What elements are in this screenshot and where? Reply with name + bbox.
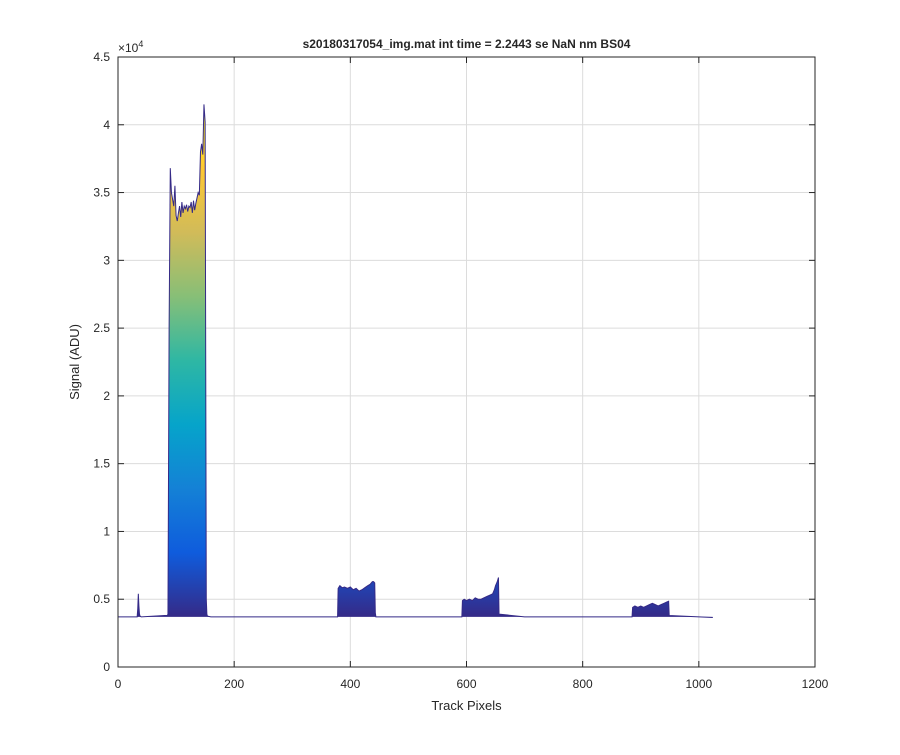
data-layer: [118, 104, 713, 619]
x-tick-label: 800: [573, 677, 593, 691]
y-tick-label: 3: [103, 253, 110, 267]
y-tick-label: 2.5: [93, 321, 110, 335]
signal-area: [118, 104, 713, 618]
x-tick-label: 1000: [685, 677, 712, 691]
grid-lines: [118, 57, 815, 667]
y-exponent-label: ×104: [118, 39, 143, 55]
x-tick-label: 200: [224, 677, 244, 691]
y-tick-label: 1.5: [93, 457, 110, 471]
y-axis-label: Signal (ADU): [67, 324, 82, 400]
signal-line: [118, 104, 713, 619]
x-tick-label: 0: [115, 677, 122, 691]
y-tick-label: 1: [103, 524, 110, 538]
y-tick-label: 4: [103, 118, 110, 132]
y-tick-label: 0.5: [93, 592, 110, 606]
x-tick-label: 400: [340, 677, 360, 691]
y-tick-label: 4.5: [93, 50, 110, 64]
chart-title: s20180317054_img.mat int time = 2.2443 s…: [303, 37, 631, 51]
y-tick-label: 0: [103, 660, 110, 674]
x-axis-label: Track Pixels: [431, 698, 502, 713]
y-tick-label: 2: [103, 389, 110, 403]
x-tick-label: 600: [456, 677, 476, 691]
x-tick-label: 1200: [802, 677, 829, 691]
y-tick-label: 3.5: [93, 186, 110, 200]
axis-ticks: 0 200 400 600 800 1000 1200 0 0.5 1 1.5 2 2.5 3 3.5 4 4.…: [93, 50, 828, 691]
